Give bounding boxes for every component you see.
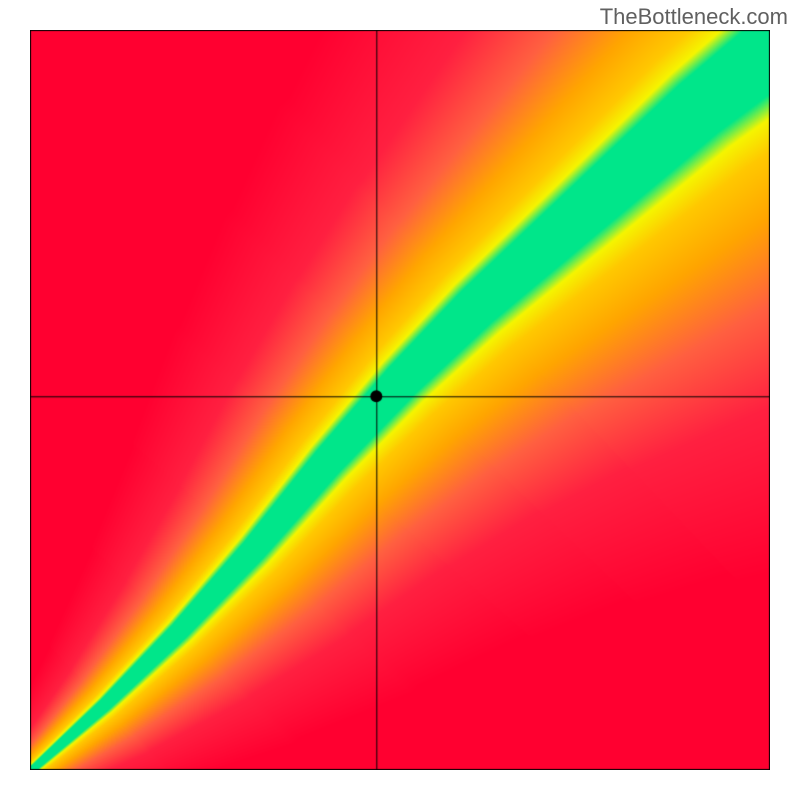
watermark-text: TheBottleneck.com xyxy=(600,4,788,30)
heatmap-canvas xyxy=(30,30,770,770)
bottleneck-chart xyxy=(30,30,770,770)
